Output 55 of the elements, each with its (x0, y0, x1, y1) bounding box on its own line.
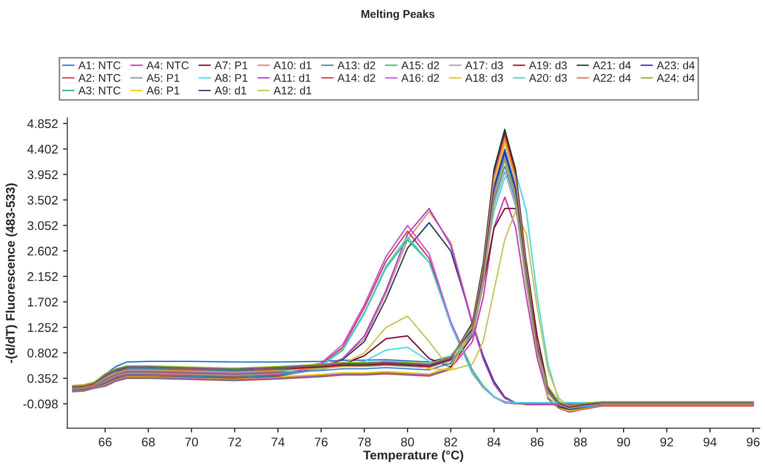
legend-label: A23: d4 (656, 61, 695, 70)
y-tick-label: 4.402 (27, 144, 58, 154)
legend-label: A20: d3 (528, 74, 567, 82)
legend-label: A11: d1 (274, 74, 310, 82)
legend-label: A18: d3 (465, 74, 503, 82)
y-tick-label: -0.098 (23, 400, 58, 408)
legend-label: A6: P1 (146, 86, 180, 94)
x-axis-title: Temperature (°C) (363, 450, 464, 462)
y-tick-label: 3.052 (27, 221, 58, 230)
legend-label: A1: NTC (78, 61, 120, 70)
legend-label: A7: P1 (214, 62, 248, 70)
legend-label: A12: d1 (274, 86, 312, 94)
legend-label: A5: P1 (146, 74, 180, 82)
x-tick-label: 92 (660, 438, 674, 446)
y-tick-label: 2.602 (28, 246, 58, 256)
legend-label: A3: NTC (78, 86, 120, 94)
x-tick-label: 86 (530, 438, 544, 446)
x-tick-label: 76 (314, 438, 328, 446)
y-tick-label: 0.802 (28, 348, 58, 358)
x-tick-label: 88 (574, 438, 587, 446)
legend-label: A9: d1 (214, 86, 246, 94)
legend-label: A19: d3 (528, 61, 567, 70)
legend-label: A8: P1 (214, 74, 248, 82)
legend-label: A22: d4 (592, 74, 631, 82)
x-tick-label: 82 (444, 438, 458, 446)
x-tick-label: 80 (401, 438, 414, 446)
y-tick-label: 3.952 (27, 170, 58, 180)
y-tick-label: 0.352 (28, 374, 58, 383)
legend-label: A24: d4 (656, 74, 695, 82)
legend-label: A13: d2 (337, 61, 376, 70)
legend-label: A14: d2 (337, 74, 376, 82)
y-tick-label: 1.702 (28, 298, 58, 306)
y-tick-label: 3.502 (27, 196, 58, 205)
legend-label: A2: NTC (78, 74, 120, 82)
y-tick-label: 2.152 (28, 272, 58, 282)
x-tick-label: 90 (617, 438, 630, 446)
x-tick-label: 84 (488, 438, 501, 446)
x-tick-label: 70 (185, 438, 198, 446)
x-tick-label: 66 (98, 438, 112, 446)
x-tick-label: 74 (272, 438, 285, 446)
legend-label: A15: d2 (401, 61, 439, 70)
legend-label: A4: NTC (146, 61, 189, 70)
y-axis-title: -(d/dT) Fluorescence (483-533) (6, 183, 18, 363)
x-tick-label: 96 (746, 438, 760, 446)
x-tick-label: 72 (228, 438, 242, 446)
legend-label: A10: d1 (274, 61, 312, 70)
y-tick-label: 1.252 (28, 323, 58, 332)
legend-label: A17: d3 (465, 61, 503, 70)
legend-label: A21: d4 (592, 61, 631, 70)
legend-label: A16: d2 (401, 74, 439, 82)
x-tick-label: 68 (142, 438, 155, 446)
y-tick-label: 4.852 (27, 119, 58, 128)
chart-title: Melting Peaks (361, 10, 434, 20)
x-tick-label: 78 (358, 438, 371, 446)
x-tick-label: 94 (704, 438, 717, 446)
